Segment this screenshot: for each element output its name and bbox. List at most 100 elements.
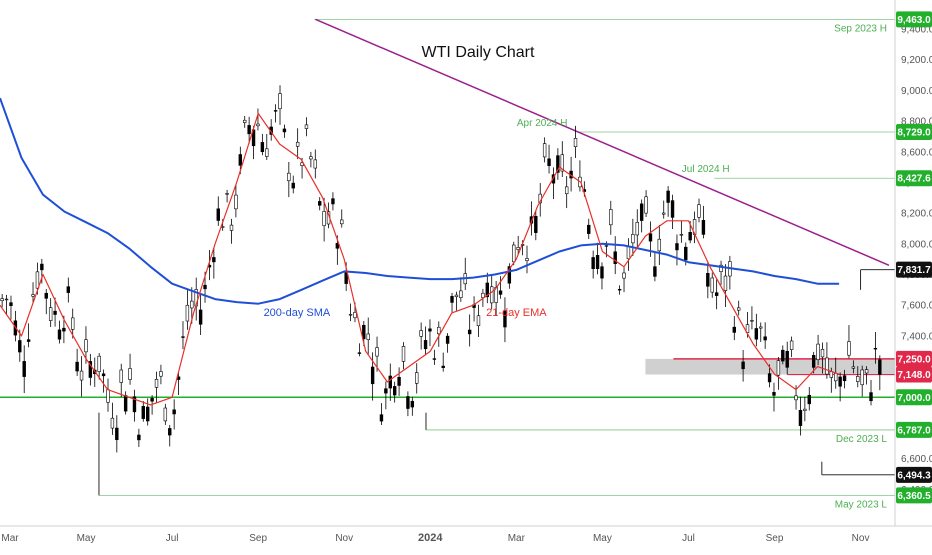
candle [278,85,282,125]
candle-body [701,220,706,235]
candle-body [878,359,882,375]
candle-body [657,238,662,252]
candle [697,198,701,223]
candle-body [714,292,719,296]
candle [172,399,176,430]
candle-body [282,128,287,133]
candle-body [141,406,145,419]
candle-body [534,215,538,233]
candle [842,369,847,389]
candle [128,353,132,385]
price-tick-label: 8,800.0 [901,117,932,128]
candle [653,252,657,282]
candle [432,349,437,365]
candle [331,192,335,211]
candle-body [119,369,123,383]
candle-body [600,266,604,279]
candle-body [666,190,670,203]
candle [154,371,159,404]
candle [785,341,789,375]
candle [423,326,428,356]
candle-body [706,272,710,287]
time-tick-label: May [593,533,612,544]
candle-body [869,392,873,402]
candle [847,325,851,359]
candle-body [318,201,322,206]
candle-body [159,371,163,377]
candle [573,125,578,158]
candle [467,314,472,347]
candle [750,306,754,330]
candle-body [88,361,93,378]
candle-body [560,154,564,172]
candle-body [688,232,692,241]
candle-body [732,326,736,333]
price-tick-label: 6,600.0 [901,454,932,465]
candle-body [335,243,340,249]
candle [772,382,776,412]
downtrend-line [315,18,890,266]
candle-body [84,339,88,353]
candle-body [644,196,648,214]
candle-body [115,427,119,441]
candle-body [604,245,609,247]
candle [728,255,732,290]
candle [229,218,234,244]
candle-body [485,282,490,298]
candle-body [309,156,313,160]
candle [547,144,551,174]
candle-body [794,395,798,401]
candle [781,345,785,365]
candle [869,379,873,406]
candle [181,321,185,350]
candle-body [454,294,459,298]
candle [759,322,763,342]
candle [26,323,31,348]
candle-body [639,203,644,221]
candle-body [512,244,516,263]
candle-body [234,194,238,210]
candle-body [437,326,441,335]
candle-body [410,400,415,408]
candle [476,304,481,337]
candle [864,366,869,385]
candle [860,365,864,397]
candle-body [542,143,547,158]
candle-body [653,266,657,277]
candle-body [243,119,247,123]
candle-body [811,355,816,368]
candle [397,367,401,396]
candle [644,190,648,217]
candle-body [203,284,207,290]
candle-body [710,277,714,293]
annotation-jul-2024-h: Jul 2024 H [682,164,730,175]
candle [560,141,564,178]
candle-body [357,352,362,354]
time-tick-label: Nov [335,533,353,544]
candle [260,133,265,156]
candle-body [622,272,626,279]
candle-body [423,340,428,350]
candle [216,196,220,226]
price-label-box [896,487,932,504]
annotation-may-2023-l: May 2023 L [835,499,888,510]
candle [622,267,626,293]
candle [701,205,706,239]
time-tick-label: Mar [1,533,19,544]
candle-body [860,369,864,386]
candle-body [816,343,820,360]
candle [234,183,238,218]
price-tick-label: 8,600.0 [901,147,932,158]
candle [379,403,384,426]
candle-body [798,410,803,426]
candle-body [684,246,688,261]
candle-body [864,369,869,374]
candle-body [789,340,794,350]
candle [18,329,22,362]
candle [212,247,216,279]
candle-body [53,310,57,315]
candle-body [873,347,878,350]
candle-body [785,350,789,368]
candle [141,400,145,422]
candles [0,85,882,453]
